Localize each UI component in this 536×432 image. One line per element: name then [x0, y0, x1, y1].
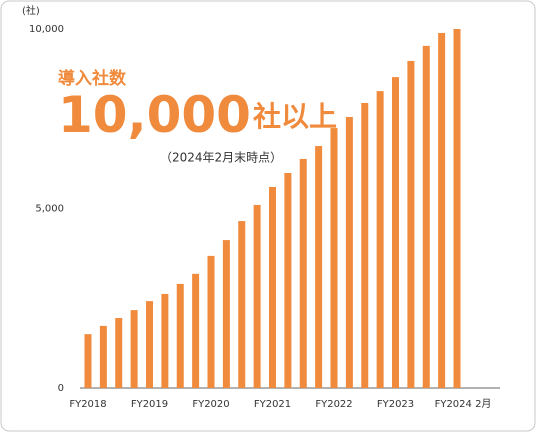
bar: [269, 186, 276, 388]
y-tick-label: 5,000: [35, 204, 64, 215]
bar: [238, 221, 246, 388]
bar: [99, 325, 107, 388]
bar: [222, 240, 230, 388]
bar: [207, 255, 215, 388]
bar: [253, 204, 261, 388]
x-tick-label: FY2023: [377, 399, 414, 410]
bar: [192, 273, 200, 388]
y-axis-label: (社): [22, 4, 40, 17]
annotation-label: 導入社数: [58, 68, 127, 89]
bar: [392, 77, 400, 388]
bar: [284, 172, 292, 388]
bar: [361, 102, 369, 388]
x-tick-label: FY2020: [192, 399, 229, 410]
bar: [330, 128, 338, 389]
bar: [84, 334, 92, 388]
bar: [345, 116, 353, 388]
x-tick-label: FY2024 2月: [435, 398, 492, 410]
bar: [315, 146, 323, 388]
bar: [407, 60, 415, 389]
bar: [130, 310, 138, 388]
bar: [438, 32, 446, 388]
x-tick-label: FY2021: [254, 399, 291, 410]
bar: [176, 283, 184, 388]
x-tick-label: FY2019: [131, 399, 168, 410]
headline-number: 10,000: [58, 86, 251, 144]
bar: [376, 91, 384, 389]
note: （2024年2月末時点）: [160, 151, 282, 165]
y-tick-label: 10,000: [29, 24, 64, 35]
bar: [299, 158, 307, 388]
bar: [161, 293, 169, 388]
x-tick-label: FY2022: [315, 399, 352, 410]
headline-suffix: 社以上: [253, 100, 337, 133]
headline: 10,000社以上: [58, 86, 337, 144]
y-tick-label: 0: [58, 383, 64, 394]
bar: [115, 317, 123, 388]
bar: [453, 29, 461, 388]
x-tick-label: FY2018: [69, 399, 106, 410]
bar: [145, 301, 153, 388]
bar: [422, 45, 430, 389]
